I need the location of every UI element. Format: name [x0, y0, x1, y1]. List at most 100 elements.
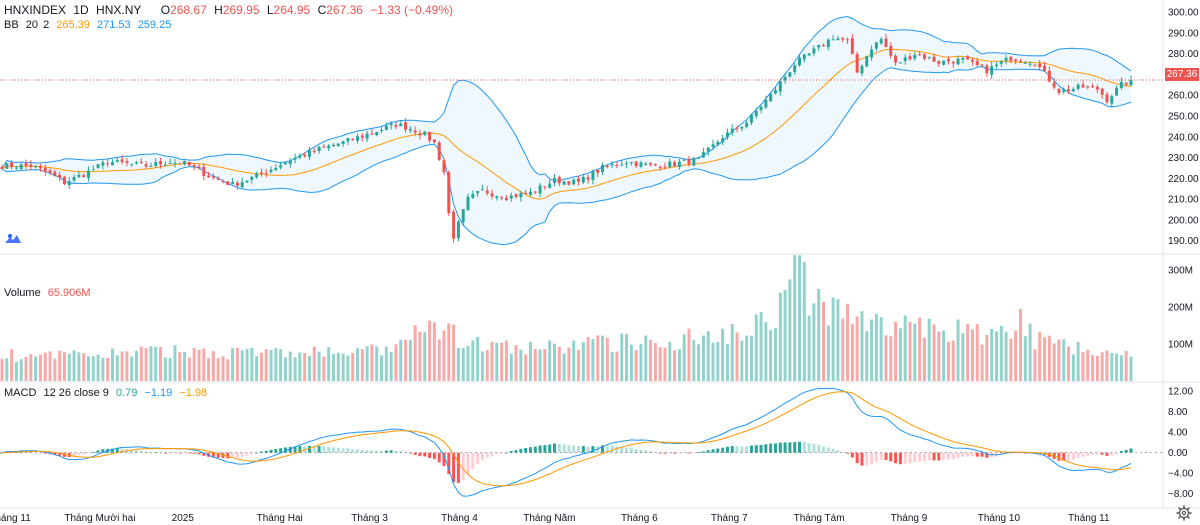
- symbol-legend[interactable]: HNXINDEX 1D HNX.NY O268.67 H269.95 L264.…: [4, 3, 461, 17]
- candle-body: [740, 126, 744, 129]
- time-axis-label: 2025: [172, 513, 195, 524]
- macd-legend[interactable]: MACD 12 26 close 9 0.79 −1.19 −1.98: [4, 386, 211, 400]
- macd-histogram-bar: [961, 452, 965, 457]
- volume-bar: [754, 314, 758, 381]
- macd-histogram-bar: [1057, 452, 1061, 461]
- macd-histogram-bar: [207, 452, 211, 457]
- macd-histogram-bar: [269, 449, 273, 453]
- candle-body: [111, 162, 114, 166]
- candle-body: [759, 106, 763, 110]
- volume-bar: [91, 356, 95, 381]
- candle-body: [874, 42, 878, 49]
- volume-bar: [480, 351, 484, 381]
- candle-body: [1071, 88, 1075, 92]
- candle-body: [91, 169, 95, 171]
- candle-body: [476, 190, 480, 194]
- volume-bar: [519, 349, 523, 381]
- candle-body: [1047, 70, 1051, 82]
- volume-bar: [86, 356, 90, 381]
- candle-body: [312, 150, 316, 152]
- candle-body: [346, 138, 350, 142]
- candle-body: [1124, 82, 1128, 85]
- volume-bar: [346, 355, 350, 381]
- volume-bar: [572, 340, 576, 381]
- candle-body: [793, 65, 797, 73]
- volume-bar: [557, 346, 561, 381]
- macd-histogram-bar: [317, 446, 321, 453]
- candle-body: [918, 54, 922, 56]
- volume-bar: [802, 262, 806, 381]
- candle-body: [1091, 85, 1095, 87]
- price-axis-tick: 230.00: [1168, 153, 1199, 164]
- volume-bar: [279, 348, 283, 381]
- candle-body: [274, 168, 278, 171]
- candle-body: [697, 157, 701, 159]
- macd-histogram-bar: [822, 446, 826, 453]
- candle-body: [428, 131, 432, 141]
- candle-body: [82, 175, 86, 177]
- candle-body: [956, 58, 960, 65]
- volume-bar: [456, 347, 460, 381]
- macd-histogram-bar: [168, 452, 172, 454]
- time-axis-label: Tháng 11: [1068, 513, 1110, 524]
- volume-bar: [154, 346, 158, 381]
- candle-body: [884, 38, 888, 48]
- volume-bar: [586, 337, 590, 381]
- candle-body: [913, 54, 917, 59]
- macd-histogram-bar: [831, 448, 835, 453]
- candle-body: [226, 181, 230, 185]
- bb-legend[interactable]: BB 20 2 265.39 271.53 259.25: [4, 18, 175, 32]
- candle-body: [1014, 59, 1018, 61]
- candle-body: [418, 133, 422, 136]
- price-axis-tick: 260.00: [1168, 91, 1199, 102]
- price-axis-tick: 220.00: [1168, 174, 1199, 185]
- volume-bar: [528, 341, 532, 381]
- close-label: C: [317, 3, 327, 17]
- macd-histogram-bar: [293, 446, 297, 453]
- macd-histogram-bar: [644, 450, 648, 453]
- candle-body: [447, 172, 451, 214]
- volume-bar: [649, 339, 653, 381]
- candle-body: [725, 132, 729, 138]
- candle-body: [389, 123, 393, 126]
- candle-body: [922, 54, 926, 59]
- settings-gear-icon[interactable]: [1176, 505, 1192, 521]
- candle-body: [553, 177, 556, 183]
- macd-histogram-bar: [466, 452, 470, 475]
- volume-bar: [34, 356, 38, 381]
- candle-body: [456, 221, 460, 239]
- candle-body: [279, 165, 283, 168]
- volume-legend[interactable]: Volume 65.906M: [4, 286, 95, 300]
- candle-body: [322, 146, 326, 148]
- macd-histogram-bar: [620, 446, 624, 453]
- symbol-name[interactable]: HNXINDEX: [4, 3, 67, 17]
- volume-bar: [1071, 354, 1075, 381]
- macd-histogram-bar: [197, 452, 201, 455]
- macd-histogram-bar: [601, 445, 605, 453]
- volume-bar: [101, 357, 105, 381]
- volume-bar: [1105, 350, 1109, 381]
- macd-histogram-bar: [380, 450, 384, 453]
- candle-body: [58, 174, 62, 178]
- candle-body: [894, 55, 898, 63]
- candle-body: [687, 159, 691, 165]
- candle-body: [1129, 79, 1133, 86]
- macd-histogram-bar: [773, 443, 777, 453]
- symbol-interval[interactable]: 1D: [73, 3, 89, 17]
- candle-body: [649, 162, 653, 165]
- candle-body: [817, 44, 821, 48]
- macd-histogram-bar: [625, 447, 629, 453]
- candle-body: [822, 45, 826, 47]
- candle-body: [706, 147, 710, 152]
- volume-bar: [504, 340, 508, 381]
- macd-histogram-bar: [24, 451, 28, 453]
- tradingview-logo-icon[interactable]: [4, 231, 22, 245]
- macd-histogram-bar: [327, 446, 331, 453]
- macd-histogram-bar: [793, 442, 797, 453]
- macd-histogram-bar: [1086, 452, 1090, 456]
- volume-bar: [82, 353, 86, 381]
- macd-histogram-bar: [562, 444, 566, 453]
- macd-histogram-bar: [1115, 452, 1119, 454]
- volume-bar: [0, 358, 4, 381]
- macd-histogram-bar: [1129, 448, 1133, 453]
